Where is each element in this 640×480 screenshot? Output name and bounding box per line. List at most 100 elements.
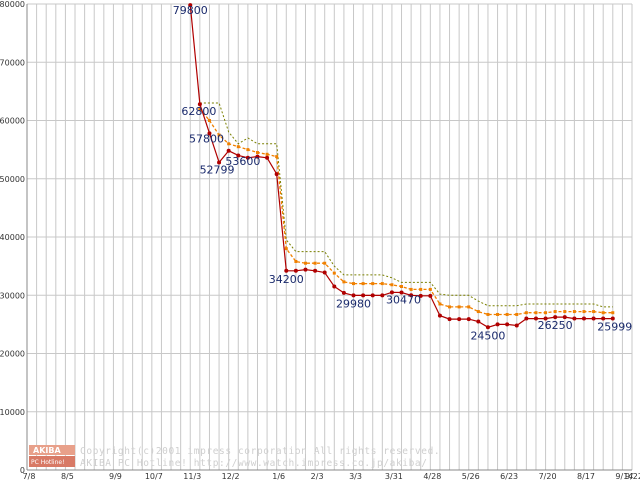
point-min <box>485 325 490 330</box>
point-min <box>476 319 481 324</box>
point-avg <box>361 282 365 286</box>
series-line-avg <box>199 108 613 316</box>
point-min <box>610 316 615 321</box>
watermark: AKIBA PC Hotline! Copyright(c)2001 impre… <box>29 445 440 469</box>
point-avg <box>448 305 452 309</box>
series-line-max <box>199 102 613 308</box>
point-avg <box>467 305 471 309</box>
y-tick-label: 60000 <box>0 117 25 126</box>
x-tick-label: 9/9 <box>109 472 122 480</box>
point-min <box>313 268 318 273</box>
x-tick-label: 8/17 <box>577 472 595 480</box>
point-avg <box>371 282 375 286</box>
point-avg <box>198 107 202 111</box>
point-avg <box>611 311 615 315</box>
data-label: 26250 <box>538 319 573 332</box>
x-tick-label: 9/22 <box>625 472 640 480</box>
point-avg <box>505 312 509 316</box>
y-tick-label: 10000 <box>0 408 25 417</box>
point-min <box>514 323 519 328</box>
y-tick-label: 30000 <box>0 291 25 300</box>
x-tick-label: 3/3 <box>349 472 362 480</box>
point-avg <box>255 151 259 155</box>
x-tick-label: 7/20 <box>539 472 557 480</box>
series-group <box>188 3 615 330</box>
y-tick-label: 80000 <box>0 0 25 9</box>
point-min <box>188 3 193 8</box>
point-avg <box>438 302 442 306</box>
point-avg <box>409 287 413 291</box>
point-avg <box>323 261 327 265</box>
data-label: 62800 <box>181 105 216 118</box>
point-min <box>265 155 270 160</box>
point-avg <box>582 310 586 314</box>
point-min <box>255 154 260 159</box>
x-tick-label: 5/26 <box>462 472 480 480</box>
data-label: 79800 <box>173 4 208 17</box>
y-tick-label: 20000 <box>0 350 25 359</box>
point-avg <box>227 142 231 146</box>
point-min <box>553 315 558 320</box>
x-tick-label: 9/14 <box>615 472 633 480</box>
point-avg <box>332 271 336 275</box>
point-min <box>437 313 442 318</box>
data-label: 25999 <box>597 321 632 334</box>
data-label: 24500 <box>470 329 505 342</box>
point-avg <box>217 133 221 137</box>
point-avg <box>524 311 528 315</box>
logo-top-box <box>29 445 75 455</box>
point-avg <box>265 152 269 156</box>
point-avg <box>294 259 298 263</box>
point-min <box>361 293 366 298</box>
point-avg <box>515 312 519 316</box>
point-min <box>409 293 414 298</box>
point-avg <box>313 261 317 265</box>
point-avg <box>284 247 288 251</box>
data-label: 57800 <box>189 132 224 145</box>
point-min <box>332 284 337 289</box>
point-min <box>505 322 510 327</box>
logo-bottom-text: PC Hotline! <box>31 459 64 466</box>
point-avg <box>275 155 279 159</box>
x-tick-label: 6/23 <box>500 472 518 480</box>
data-label: 29980 <box>336 297 371 310</box>
y-tick-label: 50000 <box>0 175 25 184</box>
y-tick-label: 70000 <box>0 58 25 67</box>
point-avg <box>380 282 384 286</box>
point-avg <box>486 312 490 316</box>
point-min <box>341 290 346 295</box>
point-min <box>226 148 231 153</box>
point-min <box>418 293 423 298</box>
point-min <box>351 293 356 298</box>
x-tick-label: 3/31 <box>385 472 403 480</box>
point-min <box>274 172 279 177</box>
point-min <box>495 322 500 327</box>
point-avg <box>553 310 557 314</box>
point-avg <box>419 287 423 291</box>
point-min <box>284 268 289 273</box>
point-min <box>572 316 577 321</box>
point-avg <box>352 282 356 286</box>
point-min <box>533 316 538 321</box>
point-min <box>591 316 596 321</box>
point-min <box>524 316 529 321</box>
point-avg <box>563 310 567 314</box>
point-avg <box>457 305 461 309</box>
logo-top-text: AKIBA <box>33 446 61 455</box>
point-min <box>217 160 222 165</box>
point-min <box>370 293 375 298</box>
point-min <box>322 270 327 275</box>
point-min <box>428 293 433 298</box>
y-tick-label: 40000 <box>0 233 25 242</box>
point-min <box>197 102 202 107</box>
copyright-text: Copyright(c)2001 impress corporation All… <box>80 446 440 457</box>
point-min <box>207 131 212 136</box>
logo-bottom-box <box>29 456 75 467</box>
data-label: 52799 <box>200 163 235 176</box>
point-avg <box>476 310 480 314</box>
